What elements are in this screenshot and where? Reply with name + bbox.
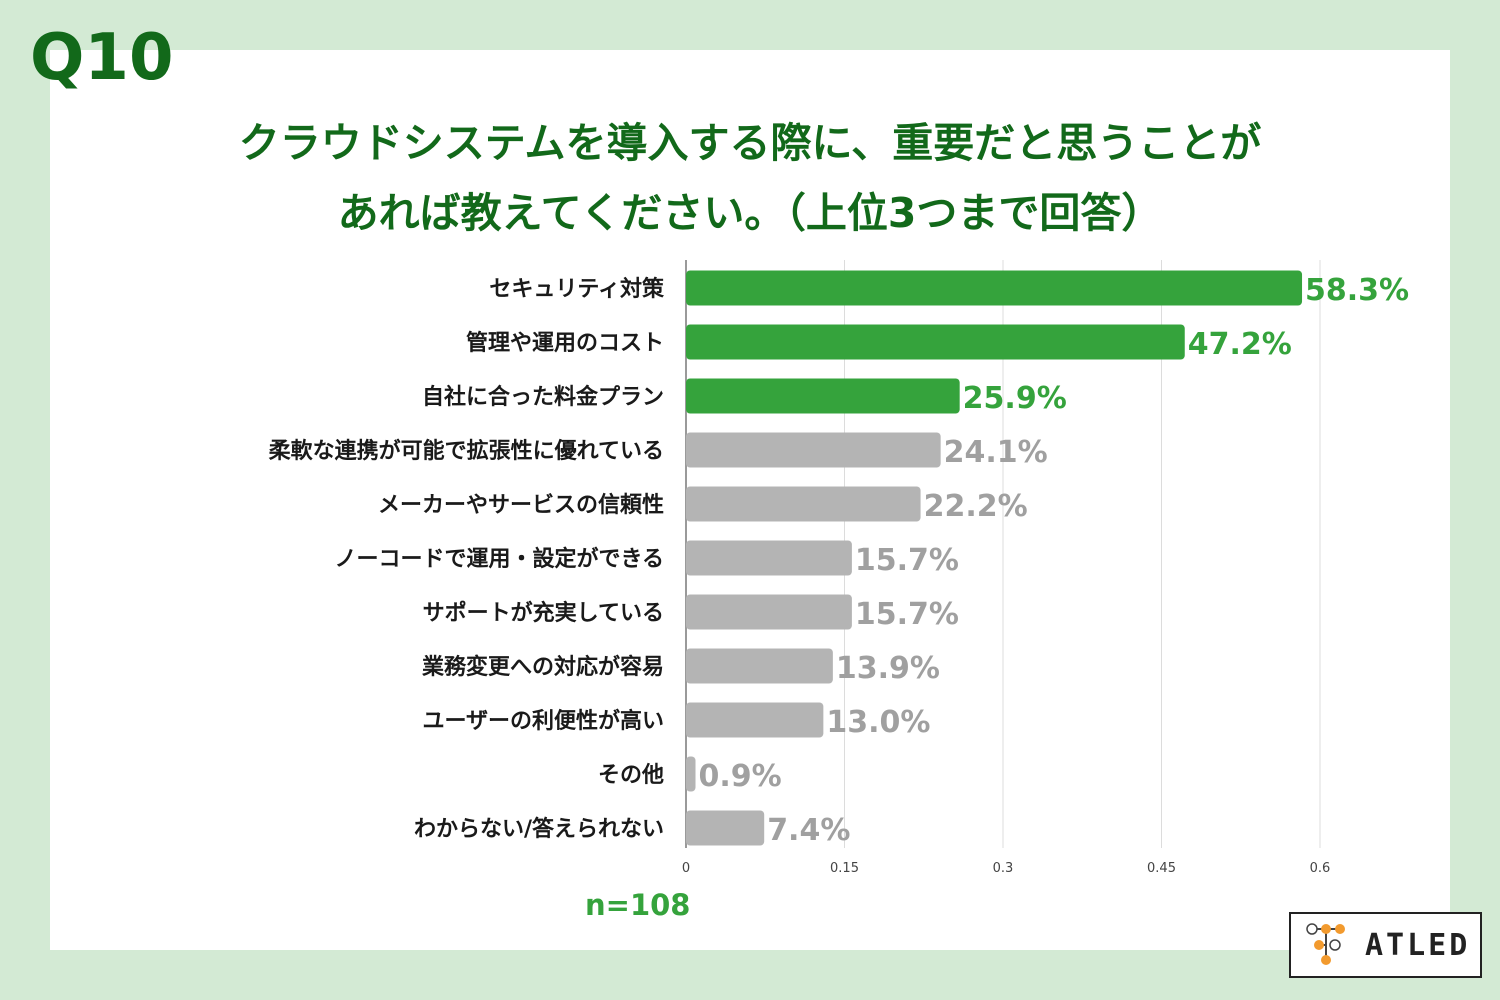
x-tick-label: 0.6 <box>1310 861 1331 876</box>
x-tick-label: 0.3 <box>993 861 1014 876</box>
bar <box>686 486 921 522</box>
data-label: 24.1% <box>944 435 1048 470</box>
category-label: 柔軟な連携が可能で拡張性に優れている <box>269 438 664 464</box>
category-label: メーカーやサービスの信頼性 <box>378 492 664 518</box>
bar <box>686 756 696 792</box>
category-label: 自社に合った料金プラン <box>422 384 664 410</box>
data-label: 13.9% <box>836 651 940 686</box>
chart-title: クラウドシステムを導入する際に、重要だと思うことが あれば教えてください。（上位… <box>0 108 1500 248</box>
bar <box>686 432 941 468</box>
bar <box>686 810 765 846</box>
bar <box>686 270 1303 306</box>
x-tick-label: 0.45 <box>1147 861 1176 876</box>
bar <box>686 378 960 414</box>
bar <box>686 648 833 684</box>
category-label: ユーザーの利便性が高い <box>422 708 664 734</box>
category-label: サポートが充実している <box>423 600 664 626</box>
data-label: 25.9% <box>963 381 1067 416</box>
data-label: 0.9% <box>699 759 782 794</box>
data-label: 58.3% <box>1305 273 1409 308</box>
category-label: わからない/答えられない <box>414 816 664 842</box>
data-label: 22.2% <box>924 489 1028 524</box>
bar <box>686 324 1185 360</box>
question-number: Q10 <box>30 21 174 95</box>
bar <box>686 540 852 576</box>
category-label: 業務変更への対応が容易 <box>422 654 664 680</box>
data-label: 15.7% <box>855 543 959 578</box>
labels: 0 0.15 0.3 0.45 0.6 セキュリティ対策 58.3% 管理や運用のコスト 47.… <box>269 273 1409 876</box>
atled-node-logo-icon <box>1306 923 1345 965</box>
category-label: ノーコードで運用・設定ができる <box>334 546 664 572</box>
x-tick-label: 0.15 <box>830 861 859 876</box>
bars <box>686 270 1303 846</box>
data-label: 7.4% <box>767 813 850 848</box>
bar <box>686 594 852 630</box>
data-label: 47.2% <box>1188 327 1292 362</box>
data-label: 13.0% <box>826 705 930 740</box>
x-tick-label: 0 <box>682 861 690 876</box>
bar <box>686 702 824 738</box>
chart-title-line-2: あれば教えてください。（上位3つまで回答） <box>337 189 1163 237</box>
atled-logo-text: ATLED <box>1365 928 1471 963</box>
chart-title-line-1: クラウドシステムを導入する際に、重要だと思うことが <box>238 119 1262 167</box>
atled-logo: ATLED <box>1289 912 1482 978</box>
data-label: 15.7% <box>855 597 959 632</box>
category-label: 管理や運用のコスト <box>466 330 664 356</box>
sample-size-label: n=108 <box>585 888 691 922</box>
category-label: セキュリティ対策 <box>489 276 665 302</box>
category-label: その他 <box>598 763 664 788</box>
